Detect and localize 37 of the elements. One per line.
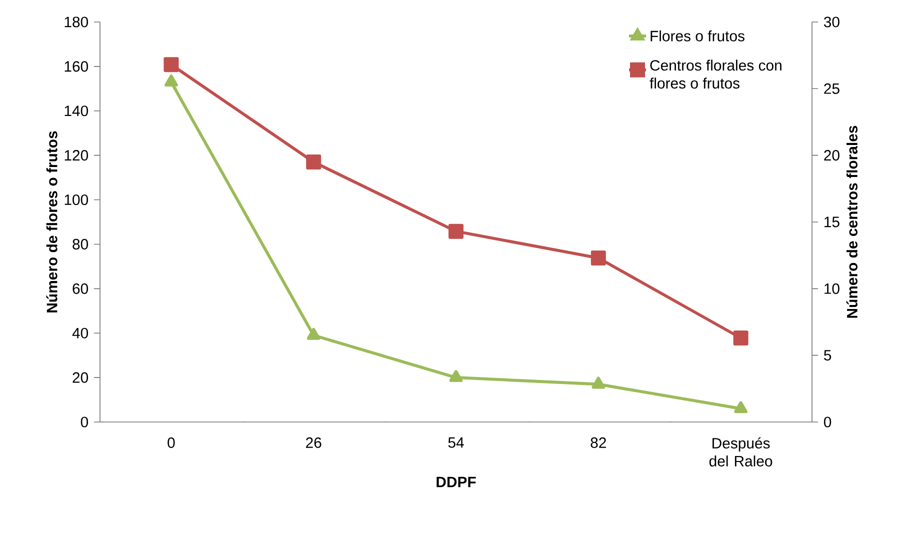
y-tick-label: 100 (64, 194, 88, 206)
point (306, 154, 322, 170)
y-tick-label: 80 (72, 238, 88, 250)
point (448, 224, 464, 239)
point (449, 370, 463, 382)
y2-tick-label: 10 (824, 283, 840, 294)
legend-label: Centros florales con flores o frutos (650, 60, 782, 89)
x-tick-label: Después del Raleo (709, 437, 772, 466)
y2-tick-label: 20 (824, 150, 840, 161)
point (590, 250, 606, 266)
y2-tick-label: 5 (824, 350, 832, 361)
y-tick-label: 60 (72, 283, 88, 294)
y2-axis-title: Número de centros florales (846, 126, 858, 318)
x-tick-label: 82 (590, 437, 606, 448)
y-tick-label: 20 (72, 372, 88, 383)
x-tick-label: 26 (306, 437, 322, 448)
y-tick-label: 120 (64, 150, 88, 161)
point (733, 330, 748, 346)
y-tick-label: 40 (72, 328, 88, 338)
y-axis-title: Número de flores o frutos (46, 131, 58, 312)
x-tick-label: 0 (168, 437, 175, 448)
point (164, 57, 179, 72)
x-axis-title: DDPF (436, 476, 476, 488)
point (306, 328, 320, 340)
point (734, 401, 748, 414)
legend-label: Flores o frutos (650, 30, 744, 42)
point (164, 74, 178, 86)
y2-tick-label: 0 (824, 416, 832, 428)
y-tick-label: 0 (80, 416, 88, 428)
y2-tick-label: 25 (824, 83, 840, 94)
y2-tick-label: 15 (824, 216, 840, 228)
y-tick-label: 160 (64, 61, 88, 72)
y-tick-label: 140 (64, 106, 88, 116)
y-tick-label: 180 (64, 16, 88, 28)
x-tick-label: 54 (448, 437, 464, 448)
point (592, 376, 606, 389)
y2-tick-label: 30 (824, 16, 840, 28)
